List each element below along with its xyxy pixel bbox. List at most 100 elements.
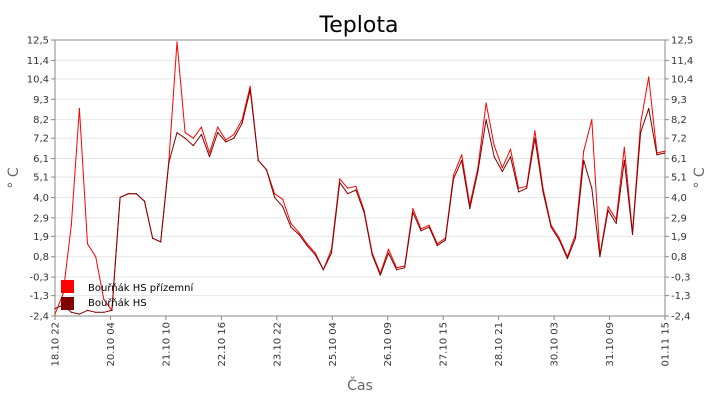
data-point bbox=[330, 252, 333, 254]
data-point bbox=[306, 245, 308, 247]
data-point bbox=[233, 137, 235, 139]
data-point bbox=[623, 159, 625, 161]
data-point bbox=[86, 309, 89, 311]
data-point bbox=[558, 239, 560, 241]
data-point bbox=[526, 187, 528, 189]
data-point bbox=[168, 161, 170, 163]
data-point bbox=[176, 132, 178, 134]
data-point bbox=[298, 232, 300, 234]
data-point bbox=[493, 156, 495, 158]
data-point bbox=[607, 206, 609, 208]
x-axis-title: Čas bbox=[347, 376, 373, 394]
y-tick-label-right: 2,9 bbox=[671, 213, 687, 224]
chart-title: Teplota bbox=[319, 13, 399, 38]
data-point bbox=[648, 76, 650, 78]
y-tick-label-left: 6,1 bbox=[33, 154, 49, 165]
data-point bbox=[233, 133, 235, 136]
y-axis-right: 12,5 11,4 10,4 9,3 8,2 7,2 6,1 5,1 4,0 2,9 1,9 0,8 -… bbox=[665, 36, 693, 323]
y-tick-label-left: 1,9 bbox=[33, 232, 49, 243]
data-point bbox=[509, 156, 512, 158]
data-point bbox=[176, 41, 178, 43]
data-point bbox=[208, 152, 211, 154]
grid bbox=[55, 39, 665, 317]
data-point bbox=[339, 178, 341, 180]
data-point bbox=[631, 233, 634, 236]
data-point bbox=[306, 243, 308, 245]
data-point bbox=[599, 256, 601, 258]
data-point bbox=[70, 311, 72, 313]
legend-label-series-2: Bouřňák HS bbox=[88, 297, 147, 309]
y-tick-label-right: 8,2 bbox=[671, 115, 687, 126]
x-tick-label: 21.10 10 bbox=[161, 322, 172, 367]
y-tick-label-left: 11,4 bbox=[27, 56, 49, 67]
data-point bbox=[135, 193, 137, 195]
y-tick-label-left: -0,3 bbox=[29, 273, 49, 284]
data-point bbox=[152, 237, 154, 239]
data-point bbox=[640, 132, 642, 134]
data-point bbox=[656, 154, 658, 156]
y-axis-left: 12,5 11,4 10,4 9,3 8,2 7,2 6,1 5,1 4,0 2,9 1,9 0,8 -… bbox=[27, 36, 55, 323]
data-point bbox=[160, 241, 162, 243]
data-point bbox=[184, 137, 186, 139]
data-point bbox=[363, 211, 365, 213]
data-point bbox=[322, 269, 324, 271]
data-point bbox=[452, 174, 455, 176]
data-point bbox=[640, 122, 642, 124]
y-tick-label-left: 5,1 bbox=[33, 173, 49, 184]
legend-label-series-1: Bouřňák HS přízemní bbox=[88, 282, 194, 294]
data-point bbox=[192, 137, 194, 139]
data-point bbox=[485, 119, 487, 121]
data-point bbox=[501, 170, 503, 173]
data-point bbox=[127, 193, 129, 195]
data-point bbox=[78, 313, 80, 315]
data-point bbox=[192, 145, 194, 147]
data-point bbox=[347, 193, 349, 195]
data-point bbox=[274, 193, 276, 195]
data-point bbox=[103, 298, 105, 300]
data-point bbox=[225, 141, 227, 143]
data-point bbox=[208, 156, 211, 158]
y-tick-label-right: 10,4 bbox=[671, 74, 693, 85]
data-point bbox=[574, 237, 577, 239]
data-point bbox=[615, 222, 617, 224]
data-point bbox=[387, 248, 390, 250]
data-point bbox=[623, 146, 625, 148]
data-point bbox=[184, 132, 186, 134]
data-point bbox=[54, 313, 56, 315]
data-point bbox=[461, 154, 463, 156]
data-point bbox=[282, 198, 284, 200]
y-tick-label-right: 7,2 bbox=[671, 134, 687, 145]
y-tick-label-right: 0,8 bbox=[671, 252, 687, 263]
data-point bbox=[387, 252, 390, 254]
data-point bbox=[290, 226, 292, 228]
x-tick-label: 28.10 21 bbox=[494, 322, 505, 367]
y-tick-label-left: -2,4 bbox=[29, 312, 49, 323]
series-line-2 bbox=[54, 89, 666, 315]
y-tick-label-left: 12,5 bbox=[27, 36, 49, 47]
data-point bbox=[534, 130, 536, 132]
y-tick-label-right: -0,3 bbox=[671, 273, 691, 284]
data-point bbox=[200, 133, 202, 136]
data-point bbox=[290, 222, 292, 224]
data-point bbox=[420, 230, 422, 232]
series-layer bbox=[54, 41, 666, 315]
data-point bbox=[70, 224, 72, 226]
data-point bbox=[583, 159, 585, 161]
x-tick-label: 01.11 15 bbox=[661, 322, 672, 367]
data-point bbox=[119, 196, 121, 198]
y-tick-label-right: 5,1 bbox=[671, 173, 687, 184]
y-axis-title-left: ° C bbox=[6, 167, 22, 188]
data-point bbox=[379, 274, 381, 276]
y-tick-label-right: 9,3 bbox=[671, 95, 687, 106]
data-point bbox=[534, 137, 536, 139]
y-tick-label-right: 4,0 bbox=[671, 193, 687, 204]
data-point bbox=[241, 122, 243, 124]
data-point bbox=[265, 169, 268, 171]
data-point bbox=[396, 269, 398, 271]
y-tick-label-left: 8,2 bbox=[33, 115, 49, 126]
y-tick-label-left: 2,9 bbox=[33, 213, 49, 224]
x-tick-label: 27.10 15 bbox=[439, 322, 450, 367]
y-tick-label-left: 9,3 bbox=[33, 95, 49, 106]
data-point bbox=[664, 152, 666, 154]
data-point bbox=[274, 196, 276, 198]
